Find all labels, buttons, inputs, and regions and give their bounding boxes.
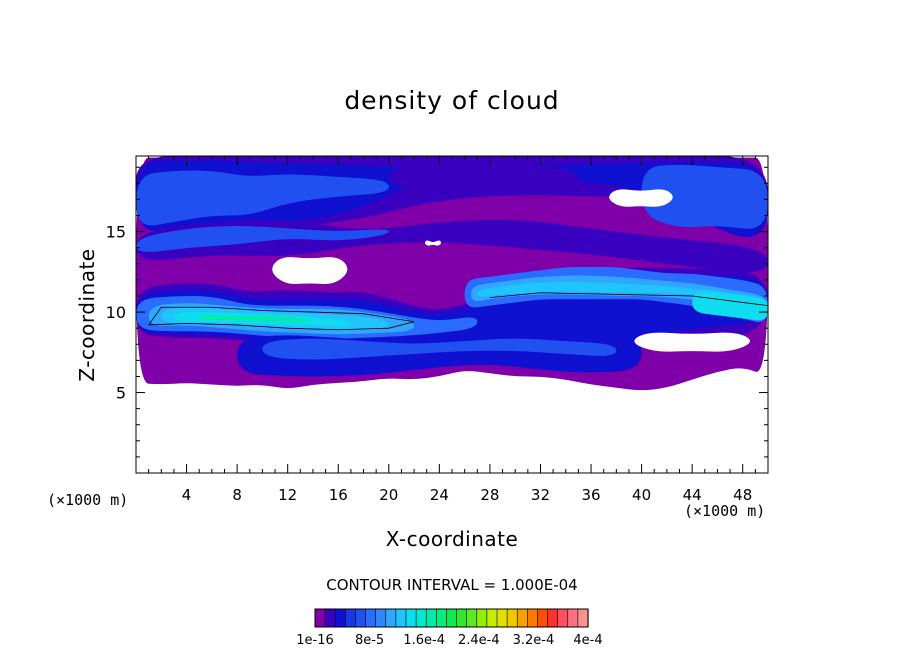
colorbar-swatch (456, 608, 468, 628)
x-unit-label-right: (×1000 m) (684, 502, 766, 520)
colorbar-swatch (466, 608, 478, 628)
colorbar-swatch (365, 608, 377, 628)
colorbar-tick-label: 3.2e-4 (513, 633, 555, 648)
mid-layer-blue (136, 225, 389, 252)
colorbar-tick-label: 1.6e-4 (403, 633, 445, 648)
upper-deck-core-left (136, 170, 389, 226)
heatmap-fields (136, 156, 768, 391)
upper-deck-mid (388, 162, 579, 187)
x-tick-label: 24 (430, 486, 449, 504)
chart-title: density of cloud (344, 86, 560, 115)
colorbar-swatch (577, 608, 589, 628)
right-band-core (692, 292, 768, 321)
colorbar-tick-label: 4e-4 (573, 633, 602, 648)
colorbar-swatch (405, 608, 417, 628)
clear-patch-1 (424, 240, 442, 246)
colorbar-swatch (527, 608, 539, 628)
y-tick-label: 15 (106, 223, 126, 242)
contour-interval-note: CONTOUR INTERVAL = 1.000E-04 (326, 576, 578, 594)
x-tick-label: 44 (683, 486, 702, 504)
colorbar-swatch (345, 608, 357, 628)
colorbar-swatch (567, 608, 579, 628)
colorbar-swatch (395, 608, 407, 628)
y-tick-label: 5 (116, 384, 126, 403)
colorbar-swatch (425, 608, 437, 628)
colorbar-swatch (506, 608, 518, 628)
colorbar-swatch (486, 608, 498, 628)
colorbar-swatch (557, 608, 569, 628)
x-tick-label: 48 (733, 486, 752, 504)
colorbar-swatch (537, 608, 549, 628)
lower-band-peak (199, 315, 313, 322)
x-tick-label: 36 (581, 486, 600, 504)
clear-patch-0 (272, 257, 348, 285)
colorbar-swatch (436, 608, 448, 628)
clear-patch-3 (634, 332, 750, 352)
x-tick-label: 32 (531, 486, 550, 504)
colorbar-swatch (516, 608, 528, 628)
lower-fragments-core (262, 338, 617, 360)
contour-line-right (489, 292, 768, 307)
colorbar-swatch (355, 608, 367, 628)
x-tick-label: 12 (278, 486, 297, 504)
colorbar-frame (314, 608, 589, 628)
contour-line-left (148, 306, 415, 331)
upper-deck-core-right (641, 164, 768, 229)
colorbar-swatch (496, 608, 508, 628)
clear-patch-2 (609, 189, 673, 207)
colorbar-swatch (334, 608, 346, 628)
x-unit-label-left: (×1000 m) (47, 491, 129, 509)
x-axis-label: X-coordinate (385, 527, 519, 551)
x-tick-label: 20 (379, 486, 398, 504)
colorbar-tick-label: 1e-16 (296, 633, 334, 648)
x-tick-label: 40 (632, 486, 651, 504)
colorbar-tick-label: 2.4e-4 (458, 633, 500, 648)
colorbar-swatch (415, 608, 427, 628)
colorbar-swatch (385, 608, 397, 628)
colorbar-swatch (446, 608, 458, 628)
colorbar-swatch (375, 608, 387, 628)
colorbar-swatch (476, 608, 488, 628)
x-tick-label: 28 (480, 486, 499, 504)
colorbar-swatch (314, 608, 326, 628)
colorbar-swatch (547, 608, 559, 628)
x-tick-label: 8 (232, 486, 242, 504)
x-tick-label: 16 (329, 486, 348, 504)
y-tick-label: 10 (106, 303, 126, 322)
colorbar-swatch (324, 608, 336, 628)
colorbar-tick-label: 8e-5 (355, 633, 384, 648)
x-tick-label: 4 (182, 486, 192, 504)
right-band-bright (477, 281, 768, 307)
